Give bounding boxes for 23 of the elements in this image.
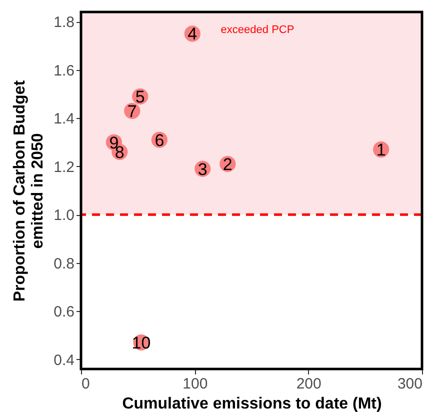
annotation: 3 bbox=[198, 160, 208, 179]
x-tick-label: 200 bbox=[296, 376, 322, 392]
y-tick-label: 1.6 bbox=[54, 62, 74, 80]
y-tick-label: 0.8 bbox=[54, 255, 74, 272]
annotation: 1 bbox=[376, 140, 386, 160]
annotation: 7 bbox=[127, 102, 137, 121]
y-tick-label: 0.6 bbox=[54, 304, 74, 321]
band-label: exceeded PCP bbox=[220, 24, 294, 36]
annotation: 10 bbox=[132, 333, 151, 352]
y-axis-title: Proportion of Carbon Budget emitted in 2050 bbox=[12, 80, 47, 302]
x-axis-title: Cumulative emissions to date (Mt) bbox=[122, 396, 382, 412]
y-tick-label: 1.2 bbox=[54, 158, 74, 176]
annotation: 4 bbox=[188, 24, 198, 44]
x-tick-label: 100 bbox=[182, 376, 208, 392]
annotation: 5 bbox=[135, 87, 145, 106]
x-tick-label: 300 bbox=[397, 376, 422, 392]
y-tick-label: 1.8 bbox=[54, 14, 74, 32]
annotation: 6 bbox=[154, 130, 164, 150]
y-tick-label: 1.0 bbox=[54, 207, 74, 224]
annotation: 2 bbox=[222, 154, 232, 174]
y-tick-label: 0.4 bbox=[54, 352, 74, 369]
y-tick-label: 1.4 bbox=[54, 110, 74, 128]
x-tick-label: 0 bbox=[82, 376, 90, 392]
